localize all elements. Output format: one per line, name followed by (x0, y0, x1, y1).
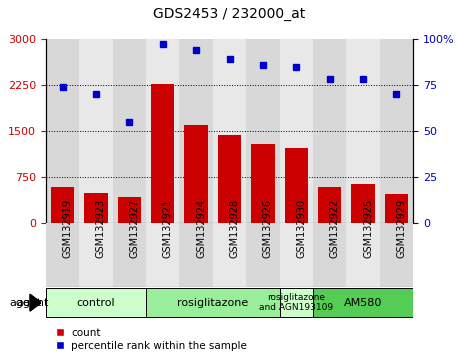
Bar (351, 184, 375, 223)
Text: control: control (77, 298, 115, 308)
Bar (46, 288, 146, 317)
Bar (313, 223, 347, 287)
Bar (313, 39, 347, 223)
Text: GSM132925: GSM132925 (363, 199, 373, 258)
Bar (347, 39, 380, 223)
Bar (218, 135, 241, 223)
Bar (380, 223, 413, 287)
Bar (246, 223, 280, 287)
Text: GSM132926: GSM132926 (263, 199, 273, 258)
Text: AM580: AM580 (344, 298, 382, 308)
Bar (112, 39, 146, 223)
Bar (380, 39, 413, 223)
Text: GDS2453 / 232000_at: GDS2453 / 232000_at (153, 7, 306, 22)
Bar (347, 223, 380, 287)
Bar (385, 194, 408, 223)
Bar (46, 223, 79, 287)
Bar (280, 39, 313, 223)
Bar (51, 187, 74, 223)
Legend: count, percentile rank within the sample: count, percentile rank within the sample (51, 324, 251, 354)
Bar (251, 144, 274, 223)
Text: rosiglitazone
and AGN193109: rosiglitazone and AGN193109 (259, 293, 333, 312)
Bar (313, 288, 413, 317)
Text: agent: agent (16, 298, 49, 308)
Bar (79, 39, 112, 223)
Bar (146, 288, 280, 317)
Text: GSM132923: GSM132923 (96, 199, 106, 258)
Text: GSM132919: GSM132919 (62, 199, 73, 258)
Bar (280, 288, 313, 317)
Bar (318, 187, 341, 223)
Text: GSM132930: GSM132930 (296, 199, 306, 258)
Bar (46, 39, 79, 223)
Bar (84, 193, 108, 223)
Text: GSM132929: GSM132929 (397, 199, 406, 258)
Text: GSM132928: GSM132928 (230, 199, 240, 258)
Bar (185, 125, 208, 223)
Bar (213, 223, 246, 287)
Bar (280, 223, 313, 287)
Text: GSM132921: GSM132921 (163, 199, 173, 258)
Text: GSM132927: GSM132927 (129, 199, 140, 258)
Bar (246, 39, 280, 223)
Bar (285, 148, 308, 223)
Bar (179, 39, 213, 223)
Bar (179, 223, 213, 287)
Bar (146, 39, 179, 223)
Bar (213, 39, 246, 223)
Text: GSM132924: GSM132924 (196, 199, 206, 258)
Bar (118, 197, 141, 223)
Bar (112, 223, 146, 287)
Text: agent: agent (9, 298, 41, 308)
Bar (146, 223, 179, 287)
Text: GSM132922: GSM132922 (330, 199, 340, 258)
Bar (79, 223, 112, 287)
Bar (151, 84, 174, 223)
Text: rosiglitazone: rosiglitazone (177, 298, 248, 308)
Polygon shape (30, 294, 41, 311)
